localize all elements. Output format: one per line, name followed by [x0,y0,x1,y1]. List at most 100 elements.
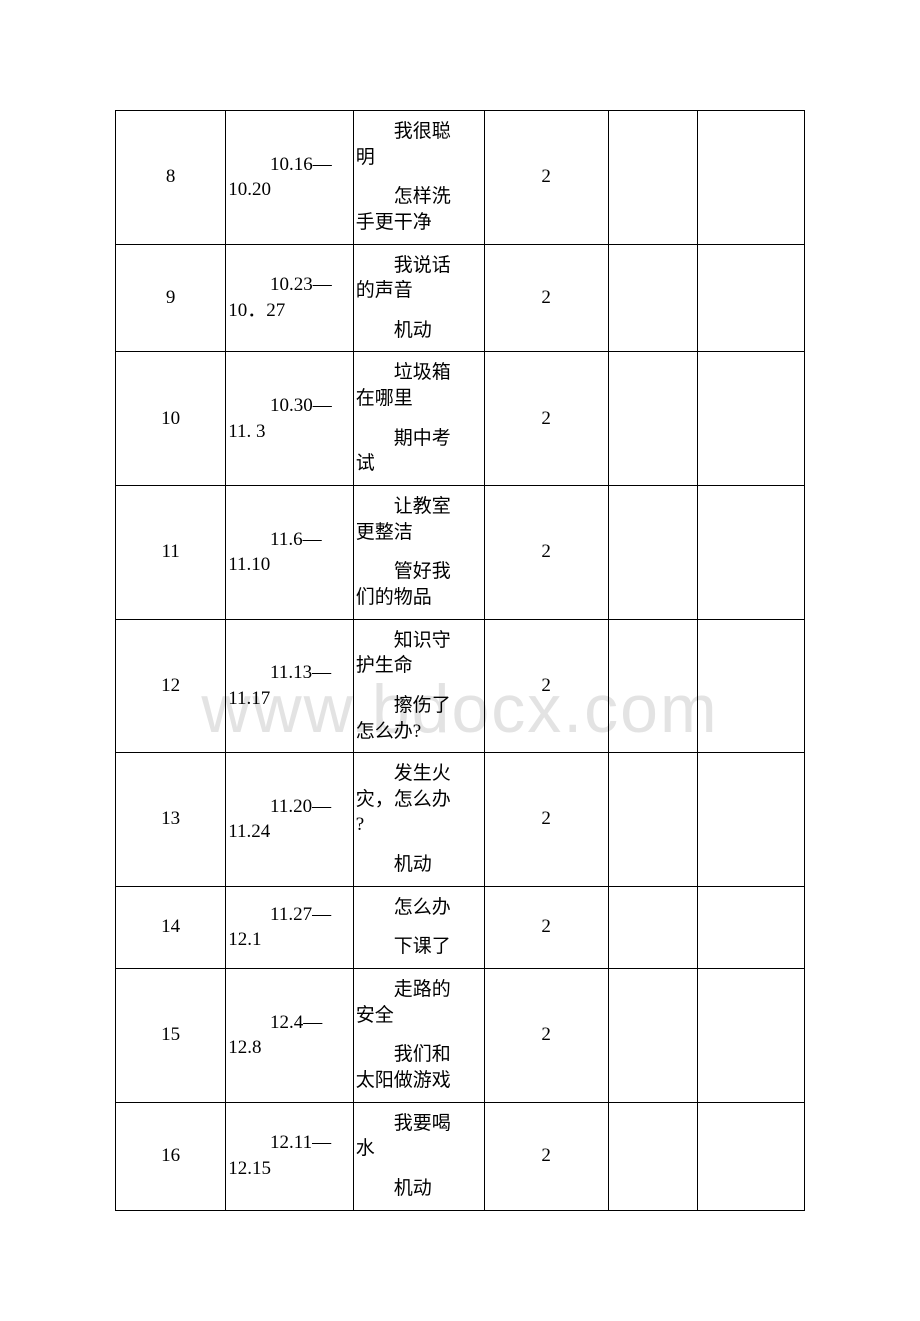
table-row: 10 10.30— 11. 3 垃圾箱 在哪里 期中考 [116,352,805,486]
table-row: 13 11.20— 11.24 发生火 灾，怎么办 ? 机动 [116,753,805,887]
topic-a: 走路的 安全 [356,977,482,1028]
topic-b: 擦伤了 怎么办? [356,693,482,744]
cell-topics: 发生火 灾，怎么办 ? 机动 [353,753,484,887]
hours: 2 [485,667,608,705]
cell-topics: 我要喝 水 机动 [353,1102,484,1210]
week-num: 8 [116,158,225,196]
schedule-table: 8 10.16— 10.20 我很聪 明 怎样洗 [115,110,805,1211]
cell-hours: 2 [484,886,608,968]
hours: 2 [485,279,608,317]
hours: 2 [485,800,608,838]
table-row: 15 12.4— 12.8 走路的 安全 我们和 [116,969,805,1103]
cell-hours: 2 [484,969,608,1103]
date-range: 11.20— 11.24 [228,794,350,845]
cell-hours: 2 [484,753,608,887]
cell-topics: 让教室 更整洁 管好我 们的物品 [353,486,484,620]
cell-hours: 2 [484,619,608,753]
topic-a: 我要喝 水 [356,1111,482,1162]
cell-hours: 2 [484,111,608,245]
date-range: 12.4— 12.8 [228,1010,350,1061]
cell-topics: 怎么办 下课了 [353,886,484,968]
table-row: 12 11.13— 11.17 知识守 护生命 擦伤了 [116,619,805,753]
week-num: 9 [116,279,225,317]
cell-topics: 垃圾箱 在哪里 期中考 试 [353,352,484,486]
topic-b: 管好我 们的物品 [356,559,482,610]
cell-empty-2 [698,619,805,753]
topic-a: 垃圾箱 在哪里 [356,360,482,411]
date-range: 10.23— 10．27 [228,272,350,323]
cell-hours: 2 [484,486,608,620]
date-range: 11.27— 12.1 [228,902,350,953]
week-num: 15 [116,1016,225,1054]
topic-a: 我很聪 明 [356,119,482,170]
date-range: 11.13— 11.17 [228,660,350,711]
topic-b: 机动 [356,852,482,878]
cell-empty-2 [698,486,805,620]
date-range: 11.6— 11.10 [228,527,350,578]
table-row: 8 10.16— 10.20 我很聪 明 怎样洗 [116,111,805,245]
hours: 2 [485,533,608,571]
cell-empty-1 [608,486,698,620]
table-row: 14 11.27— 12.1 怎么办 下课了 2 [116,886,805,968]
week-num: 10 [116,400,225,438]
cell-date: 11.20— 11.24 [226,753,353,887]
cell-empty-2 [698,886,805,968]
week-num: 13 [116,800,225,838]
cell-empty-1 [608,886,698,968]
week-num: 12 [116,667,225,705]
topic-a: 我说话 的声音 [356,253,482,304]
cell-topics: 我说话 的声音 机动 [353,244,484,352]
topic-a: 发生火 灾，怎么办 ? [356,761,482,838]
cell-hours: 2 [484,352,608,486]
hours: 2 [485,1016,608,1054]
topic-b: 我们和 太阳做游戏 [356,1042,482,1093]
topic-a: 知识守 护生命 [356,628,482,679]
topic-b: 机动 [356,1176,482,1202]
cell-empty-1 [608,619,698,753]
cell-empty-1 [608,969,698,1103]
date-range: 10.30— 11. 3 [228,393,350,444]
week-num: 14 [116,908,225,946]
cell-empty-2 [698,969,805,1103]
date-range: 10.16— 10.20 [228,152,350,203]
cell-week-num: 13 [116,753,226,887]
cell-date: 12.4— 12.8 [226,969,353,1103]
topic-a: 让教室 更整洁 [356,494,482,545]
week-num: 16 [116,1137,225,1175]
cell-empty-1 [608,753,698,887]
hours: 2 [485,158,608,196]
hours: 2 [485,400,608,438]
cell-empty-2 [698,753,805,887]
cell-date: 12.11— 12.15 [226,1102,353,1210]
cell-date: 11.6— 11.10 [226,486,353,620]
schedule-table-body: 8 10.16— 10.20 我很聪 明 怎样洗 [116,111,805,1211]
cell-empty-2 [698,1102,805,1210]
schedule-table-wrapper: 8 10.16— 10.20 我很聪 明 怎样洗 [115,110,805,1211]
cell-week-num: 10 [116,352,226,486]
topic-b: 下课了 [356,934,482,960]
cell-hours: 2 [484,1102,608,1210]
cell-date: 10.30— 11. 3 [226,352,353,486]
cell-week-num: 15 [116,969,226,1103]
cell-week-num: 11 [116,486,226,620]
date-range: 12.11— 12.15 [228,1130,350,1181]
cell-empty-2 [698,111,805,245]
cell-date: 10.16— 10.20 [226,111,353,245]
cell-empty-1 [608,244,698,352]
topic-b: 机动 [356,318,482,344]
cell-empty-1 [608,1102,698,1210]
cell-topics: 走路的 安全 我们和 太阳做游戏 [353,969,484,1103]
cell-date: 10.23— 10．27 [226,244,353,352]
cell-empty-2 [698,244,805,352]
hours: 2 [485,1137,608,1175]
cell-topics: 我很聪 明 怎样洗 手更干净 [353,111,484,245]
hours: 2 [485,908,608,946]
topic-b: 怎样洗 手更干净 [356,184,482,235]
table-row: 9 10.23— 10．27 我说话 的声音 机动 2 [116,244,805,352]
cell-topics: 知识守 护生命 擦伤了 怎么办? [353,619,484,753]
cell-week-num: 9 [116,244,226,352]
cell-date: 11.27— 12.1 [226,886,353,968]
cell-hours: 2 [484,244,608,352]
week-num: 11 [116,533,225,571]
cell-empty-2 [698,352,805,486]
